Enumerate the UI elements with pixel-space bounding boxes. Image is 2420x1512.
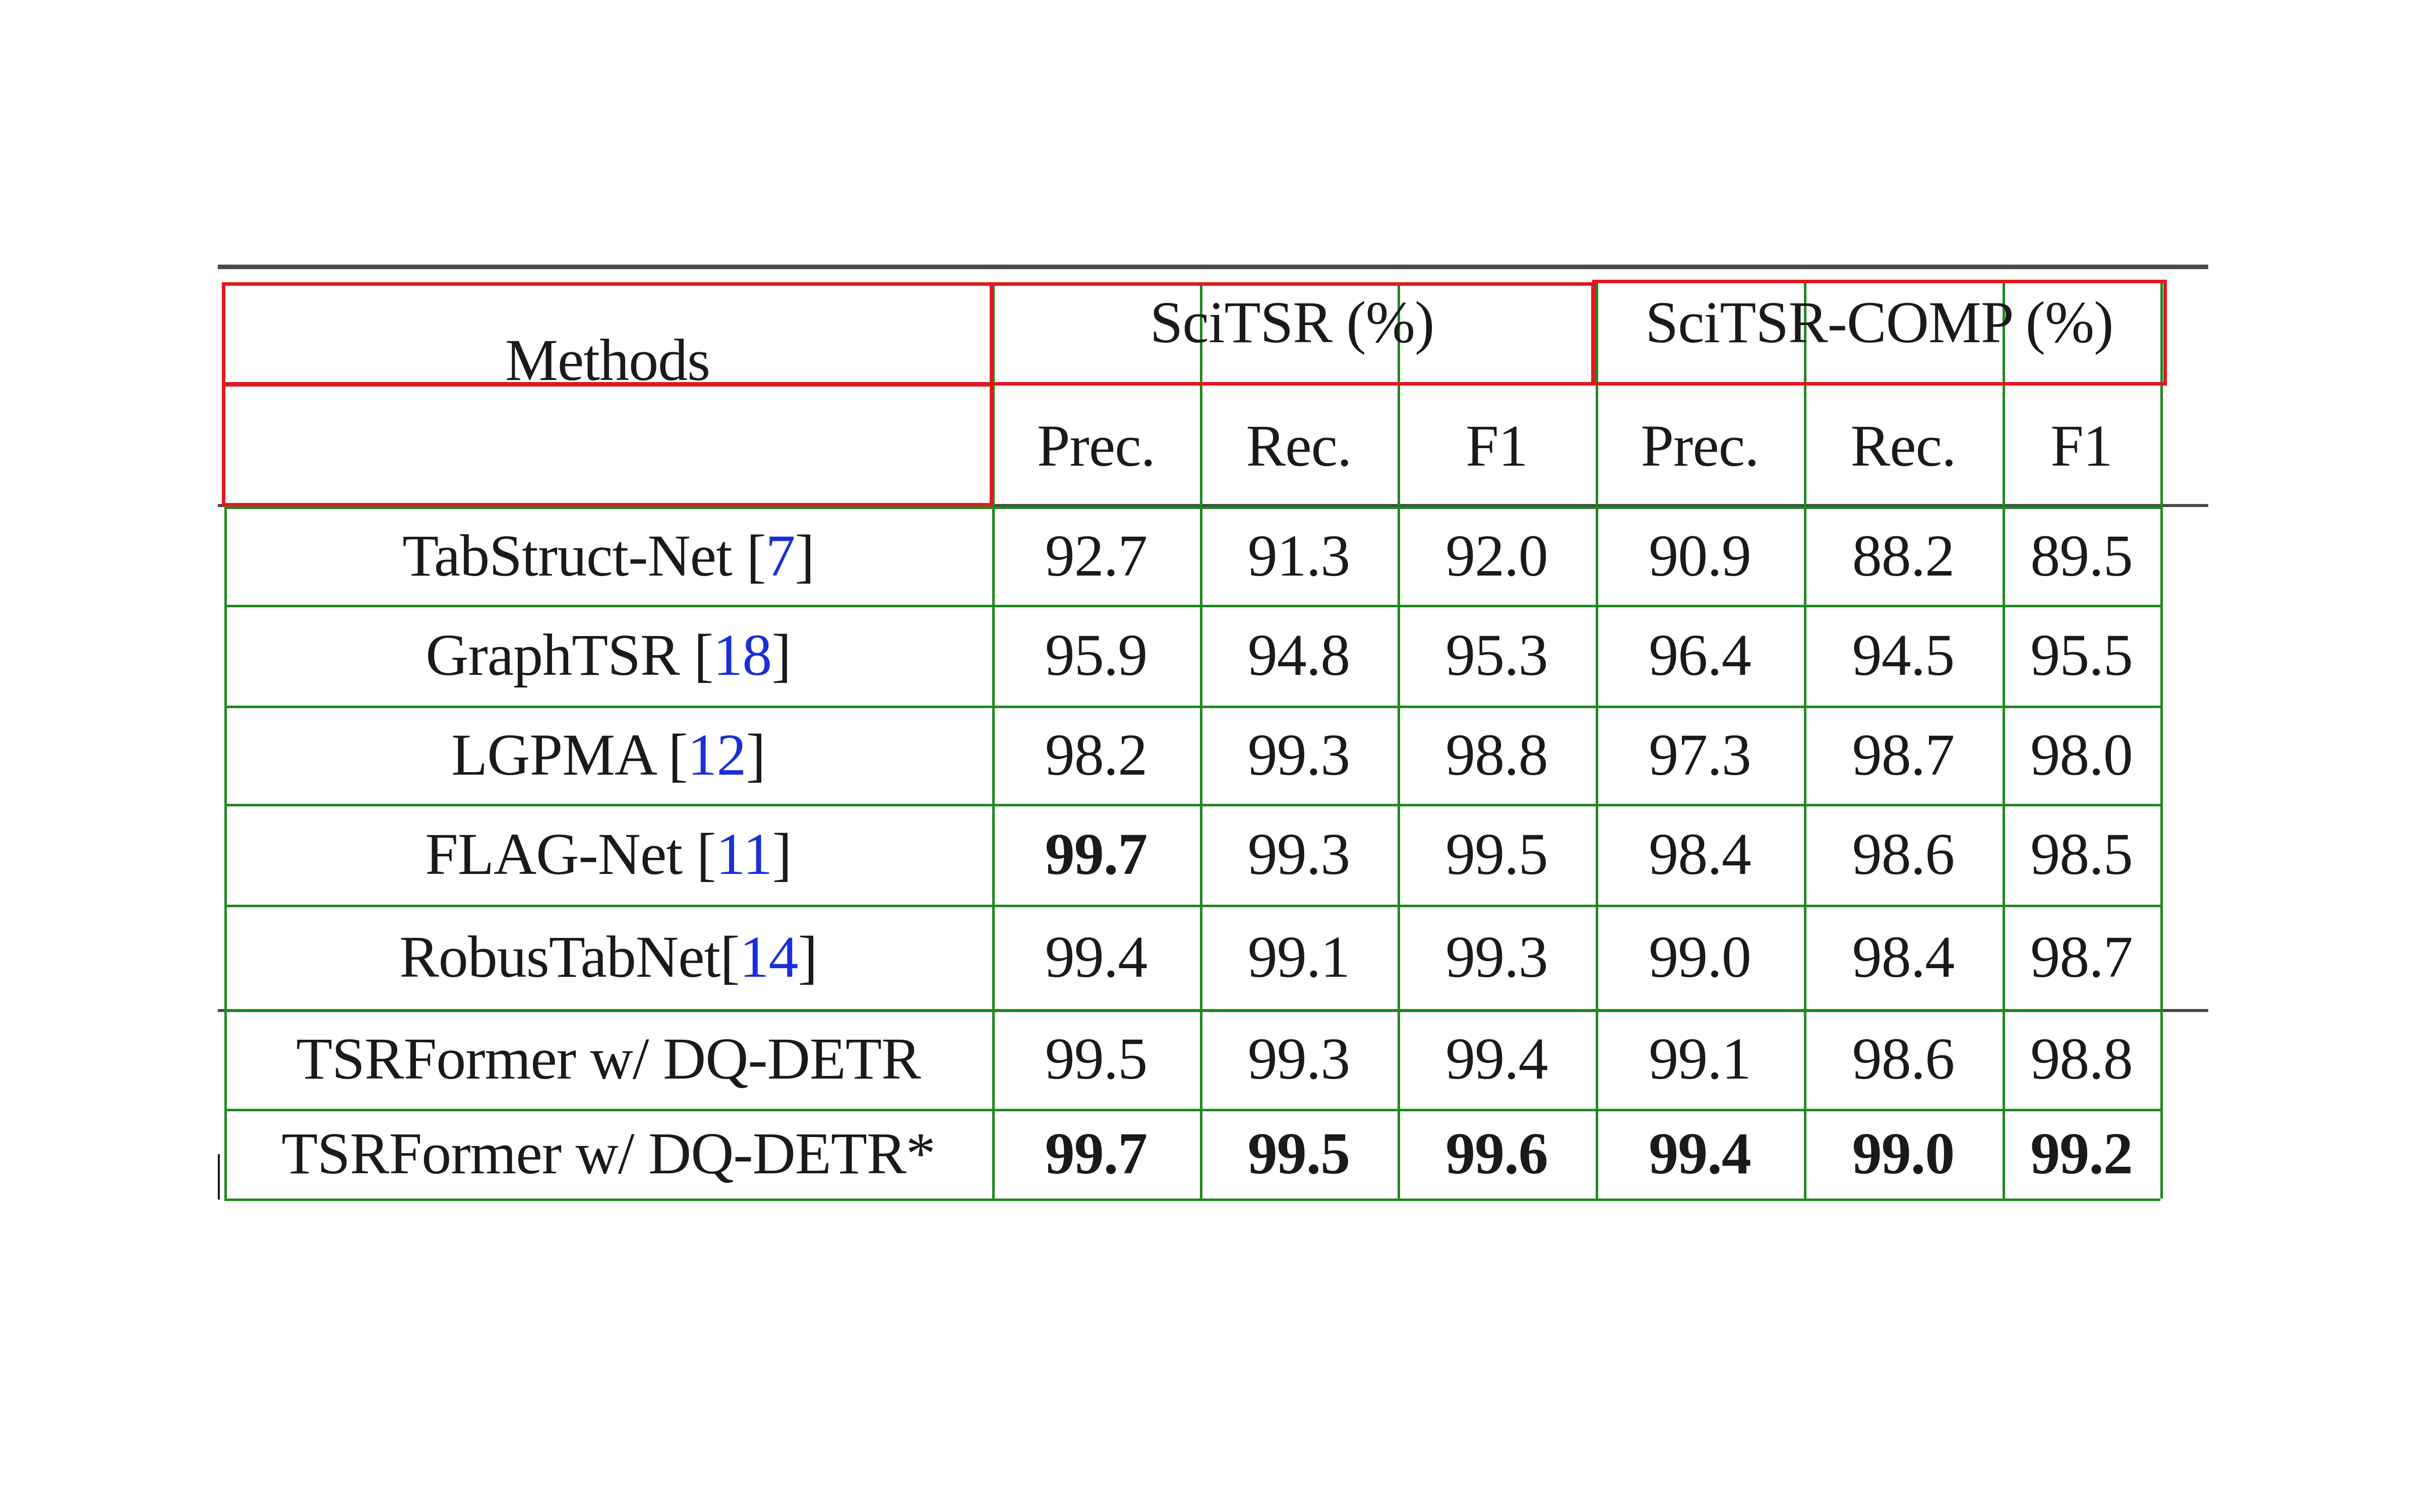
method-name: TSRFormer w/ DQ-DETR* xyxy=(224,1109,992,1199)
method-name: LGPMA [12] xyxy=(224,706,992,804)
method-name: FLAG-Net [11] xyxy=(224,804,992,905)
row-border xyxy=(224,1109,2160,1111)
row-border xyxy=(224,804,2160,806)
column-header: Rec. xyxy=(1246,413,1352,479)
column-header: Rec. xyxy=(1850,413,1957,479)
method-name: TabStruct-Net [7] xyxy=(224,507,992,605)
metric-value: 97.3 xyxy=(1649,721,1751,788)
method-label: TSRFormer w/ DQ-DETR xyxy=(296,1026,921,1092)
metric-value: 99.3 xyxy=(1445,923,1548,990)
metric-value: 99.5 xyxy=(1445,821,1548,887)
method-label: RobusTabNet[ xyxy=(399,923,740,990)
metric-value: 98.7 xyxy=(1852,721,1955,788)
citation-link[interactable]: 18 xyxy=(713,622,772,688)
citation-bracket: ] xyxy=(746,721,766,788)
column-border xyxy=(2003,282,2005,1199)
scitsr-group-header: SciTSR (%) xyxy=(1150,289,1435,355)
method-label: TSRFormer w/ DQ-DETR* xyxy=(281,1120,936,1186)
column-header: F1 xyxy=(2050,413,2113,479)
metric-value: 99.3 xyxy=(1247,1026,1351,1092)
metric-value: 99.7 xyxy=(1045,821,1148,887)
row-border xyxy=(224,1009,2160,1012)
method-name: TSRFormer w/ DQ-DETR xyxy=(224,1009,992,1109)
method-name: RobusTabNet[14] xyxy=(224,905,992,1009)
metric-value: 90.9 xyxy=(1649,522,1751,589)
metric-value: 99.7 xyxy=(1045,1120,1148,1186)
metric-value: 99.1 xyxy=(1649,1026,1751,1092)
metric-value: 94.8 xyxy=(1247,622,1351,688)
metric-value: 99.6 xyxy=(1445,1120,1548,1186)
metric-value: 95.9 xyxy=(1045,622,1148,688)
top-rule xyxy=(218,265,2208,269)
column-border xyxy=(1804,282,1806,1199)
metric-value: 98.6 xyxy=(1852,821,1955,887)
column-header: F1 xyxy=(1466,413,1528,479)
metric-value: 99.5 xyxy=(1247,1120,1351,1186)
method-name: GraphTSR [18] xyxy=(224,605,992,706)
metric-value: 95.5 xyxy=(2030,622,2133,688)
metric-value: 99.0 xyxy=(1852,1120,1955,1186)
metric-value: 95.3 xyxy=(1445,622,1548,688)
metric-value: 99.4 xyxy=(1649,1120,1751,1186)
metric-value: 98.5 xyxy=(2030,821,2133,887)
method-label: TabStruct-Net [ xyxy=(402,522,766,589)
row-border xyxy=(224,507,2160,509)
metric-value: 98.8 xyxy=(2030,1026,2133,1092)
metric-value: 99.5 xyxy=(1045,1026,1148,1092)
column-border xyxy=(224,507,227,1199)
citation-link[interactable]: 11 xyxy=(715,821,773,887)
metric-value: 99.2 xyxy=(2030,1120,2133,1186)
methods-subheader-box xyxy=(222,383,993,507)
metric-value: 98.4 xyxy=(1649,821,1751,887)
row-border xyxy=(224,706,2160,708)
metric-value: 98.2 xyxy=(1045,721,1148,788)
metric-value: 89.5 xyxy=(2030,522,2133,589)
method-label: LGPMA [ xyxy=(451,721,688,788)
metric-value: 94.5 xyxy=(1852,622,1955,688)
metric-value: 99.1 xyxy=(1247,923,1351,990)
citation-bracket: ] xyxy=(772,821,792,887)
citation-link[interactable]: 7 xyxy=(765,522,796,589)
metric-value: 91.3 xyxy=(1247,522,1351,589)
row-border xyxy=(224,605,2160,607)
metric-value: 98.8 xyxy=(1445,721,1548,788)
metric-value: 99.3 xyxy=(1247,821,1351,887)
left-tick xyxy=(218,1154,220,1200)
column-header: Prec. xyxy=(1641,413,1759,479)
scitsr-comp-group-header: SciTSR-COMP (%) xyxy=(1645,289,2114,355)
column-border xyxy=(992,282,995,1199)
row-border xyxy=(224,905,2160,907)
column-header: Prec. xyxy=(1037,413,1156,479)
metric-value: 99.4 xyxy=(1445,1026,1548,1092)
column-border xyxy=(1200,282,1202,1199)
column-border xyxy=(2160,282,2163,1199)
citation-bracket: ] xyxy=(798,923,818,990)
methods-header: Methods xyxy=(505,327,710,393)
metric-value: 98.0 xyxy=(2030,721,2133,788)
metric-value: 98.7 xyxy=(2030,923,2133,990)
citation-link[interactable]: 14 xyxy=(739,923,799,990)
citation-bracket: ] xyxy=(795,522,815,589)
column-border xyxy=(1596,282,1598,1199)
column-border xyxy=(1398,282,1400,1199)
row-border xyxy=(224,1199,2160,1201)
method-label: GraphTSR [ xyxy=(426,622,713,688)
header-rule xyxy=(218,504,2208,507)
metric-value: 96.4 xyxy=(1649,622,1751,688)
method-label: FLAG-Net [ xyxy=(425,821,716,887)
citation-bracket: ] xyxy=(771,622,791,688)
metric-value: 92.0 xyxy=(1445,522,1548,589)
metric-value: 98.6 xyxy=(1852,1026,1955,1092)
metric-value: 88.2 xyxy=(1852,522,1955,589)
metric-value: 98.4 xyxy=(1852,923,1955,990)
metric-value: 99.3 xyxy=(1247,721,1351,788)
citation-link[interactable]: 12 xyxy=(687,721,747,788)
metric-value: 99.0 xyxy=(1649,923,1751,990)
metric-value: 92.7 xyxy=(1045,522,1148,589)
scitsr-comp-group-box xyxy=(1592,280,2167,386)
metric-value: 99.4 xyxy=(1045,923,1148,990)
